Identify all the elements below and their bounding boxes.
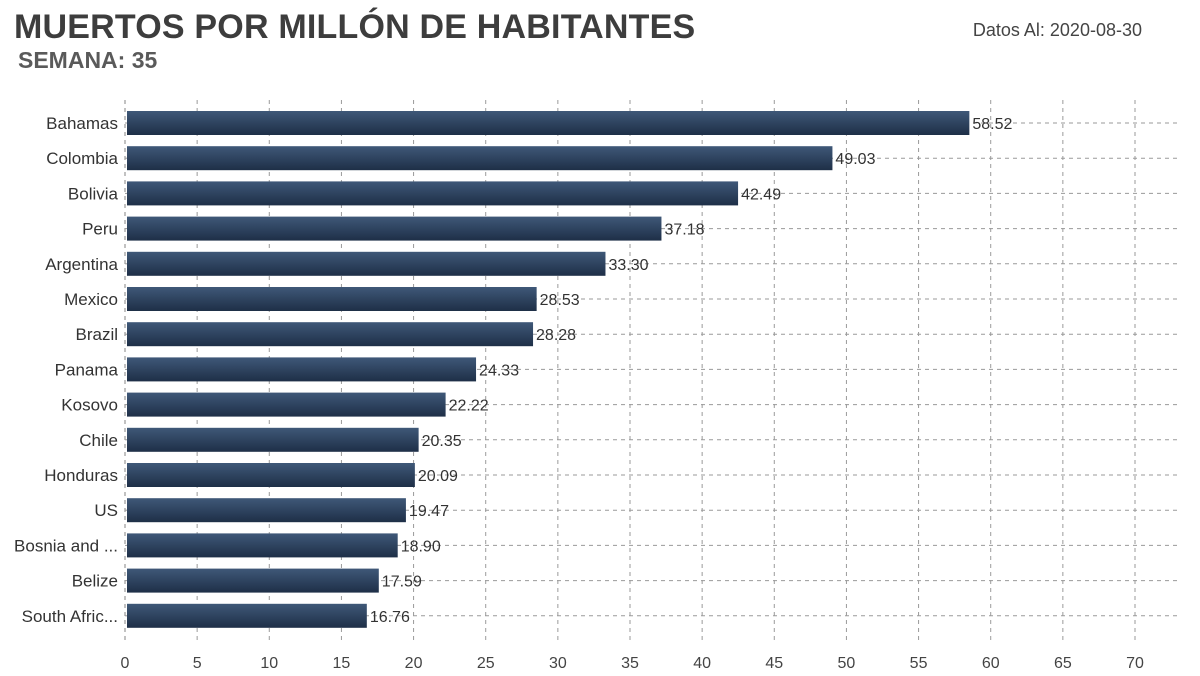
- x-tick-label: 40: [693, 655, 711, 672]
- x-tick-label: 65: [1054, 655, 1072, 672]
- category-label: South Afric...: [22, 607, 118, 626]
- x-tick-label: 55: [910, 655, 928, 672]
- bar: [127, 287, 537, 311]
- category-label: Brazil: [75, 325, 118, 344]
- bar: [127, 322, 534, 347]
- value-label: 24.33: [479, 362, 519, 379]
- x-tick-label: 30: [549, 655, 567, 672]
- x-tick-label: 35: [621, 655, 639, 672]
- x-tick-label: 50: [838, 655, 856, 672]
- value-label: 18.90: [401, 538, 441, 555]
- labels: 0 5 10 15 20 25 30 35 40 45 50 55 60 65 70 Bahamas 58.52…: [14, 114, 1144, 672]
- value-label: 58.52: [972, 116, 1012, 133]
- chart-subtitle: SEMANA: 35: [18, 47, 158, 73]
- chart-title: MUERTOS POR MILLÓN DE HABITANTES: [14, 8, 696, 46]
- x-tick-label: 60: [982, 655, 1000, 672]
- category-label: Bahamas: [46, 114, 118, 133]
- category-label: Honduras: [44, 466, 118, 485]
- bar: [127, 463, 415, 487]
- bars: [127, 111, 970, 628]
- value-label: 28.53: [540, 292, 580, 309]
- category-label: Kosovo: [61, 396, 118, 415]
- value-label: 28.28: [536, 327, 576, 344]
- bar: [127, 111, 970, 135]
- x-tick-label: 10: [260, 655, 278, 672]
- bar: [127, 498, 406, 523]
- category-label: Mexico: [64, 290, 118, 309]
- value-label: 37.18: [664, 222, 704, 239]
- bar: [127, 216, 662, 241]
- value-label: 20.09: [418, 468, 458, 485]
- category-label: Chile: [79, 431, 118, 450]
- x-tick-label: 45: [765, 655, 783, 672]
- category-label: Bolivia: [68, 184, 119, 203]
- x-tick-label: 20: [405, 655, 423, 672]
- category-label: US: [94, 501, 118, 520]
- category-label: Argentina: [45, 255, 118, 274]
- category-label: Belize: [72, 572, 118, 591]
- bar: [127, 533, 398, 558]
- value-label: 33.30: [608, 257, 648, 274]
- bar: [127, 568, 379, 593]
- value-label: 22.22: [449, 398, 489, 415]
- bar: [127, 146, 833, 171]
- category-label: Colombia: [46, 149, 118, 168]
- data-date: Datos Al: 2020-08-30: [972, 20, 1142, 40]
- x-tick-label: 25: [477, 655, 495, 672]
- category-label: Panama: [55, 360, 119, 379]
- value-label: 49.03: [835, 151, 875, 168]
- bar: [127, 392, 446, 417]
- bar: [127, 357, 477, 382]
- value-label: 17.59: [382, 574, 422, 591]
- bar: [127, 427, 419, 452]
- value-label: 19.47: [409, 503, 449, 520]
- value-label: 16.76: [370, 609, 410, 626]
- bar: [127, 251, 606, 276]
- category-label: Bosnia and ...: [14, 536, 118, 555]
- x-tick-label: 5: [193, 655, 202, 672]
- value-label: 20.35: [422, 433, 462, 450]
- bar: [127, 603, 367, 628]
- category-label: Peru: [82, 220, 118, 239]
- x-tick-label: 70: [1126, 655, 1144, 672]
- x-tick-label: 15: [333, 655, 351, 672]
- bar: [127, 181, 739, 206]
- value-label: 42.49: [741, 186, 781, 203]
- x-tick-label: 0: [121, 655, 130, 672]
